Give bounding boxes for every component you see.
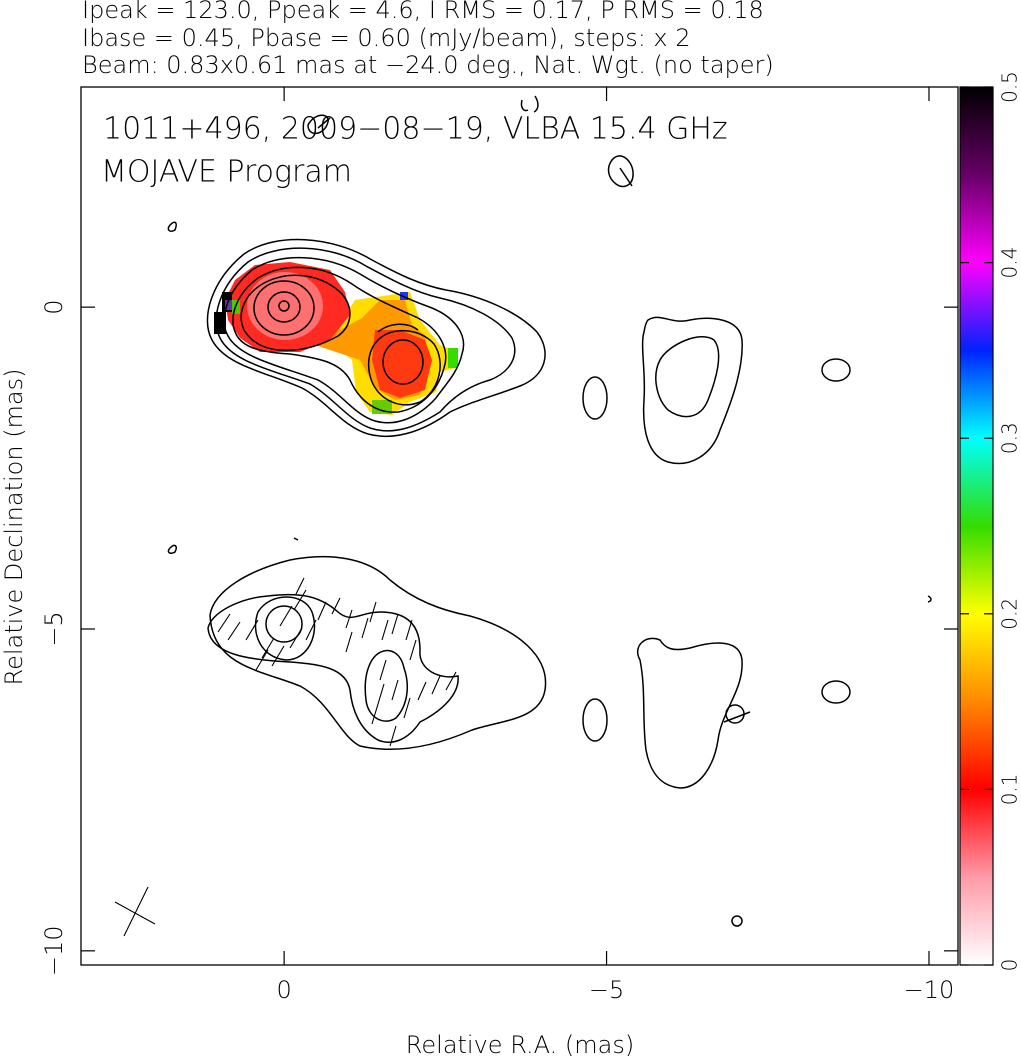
plot-frame (80, 86, 959, 966)
beam (114, 886, 156, 937)
colorbar-tick-label: 0.2 (998, 598, 1021, 630)
x-axis-label: Relative R.A. (mas) (406, 1031, 634, 1059)
title-line: Beam: 0.83x0.61 mas at −24.0 deg., Nat. … (82, 51, 774, 79)
map (114, 95, 932, 937)
x-tick-label: −5 (589, 976, 624, 1004)
y-tick-label: −5 (40, 611, 68, 646)
colorbar-tick-label: 0.5 (998, 71, 1021, 103)
y-tick-label: 0 (40, 300, 68, 315)
colorbar-tick-label: 0.4 (998, 247, 1021, 279)
annotation: 1011+496, 2009−08−19, VLBA 15.4 GHz (103, 112, 728, 147)
title-line: Ipeak = 123.0, Ppeak = 4.6, I RMS = 0.17… (82, 0, 764, 24)
annotation: MOJAVE Program (101, 155, 352, 190)
x-tick-label: −10 (904, 976, 955, 1004)
colorbar (959, 86, 994, 966)
contours (167, 95, 851, 554)
polarization-image (214, 262, 458, 415)
colorbar-tick-label: 0.3 (998, 422, 1021, 454)
colorbar-tick-label: 0 (998, 959, 1021, 972)
x-tick-label: 0 (276, 976, 291, 1004)
colorbar-tick-label: 0.1 (998, 773, 1021, 805)
y-axis-label: Relative Declination (mas) (0, 368, 28, 685)
y-tick-label: −10 (40, 926, 68, 977)
title-line: Ibase = 0.45, Pbase = 0.60 (mJy/beam), s… (82, 24, 691, 52)
contours (207, 555, 932, 927)
